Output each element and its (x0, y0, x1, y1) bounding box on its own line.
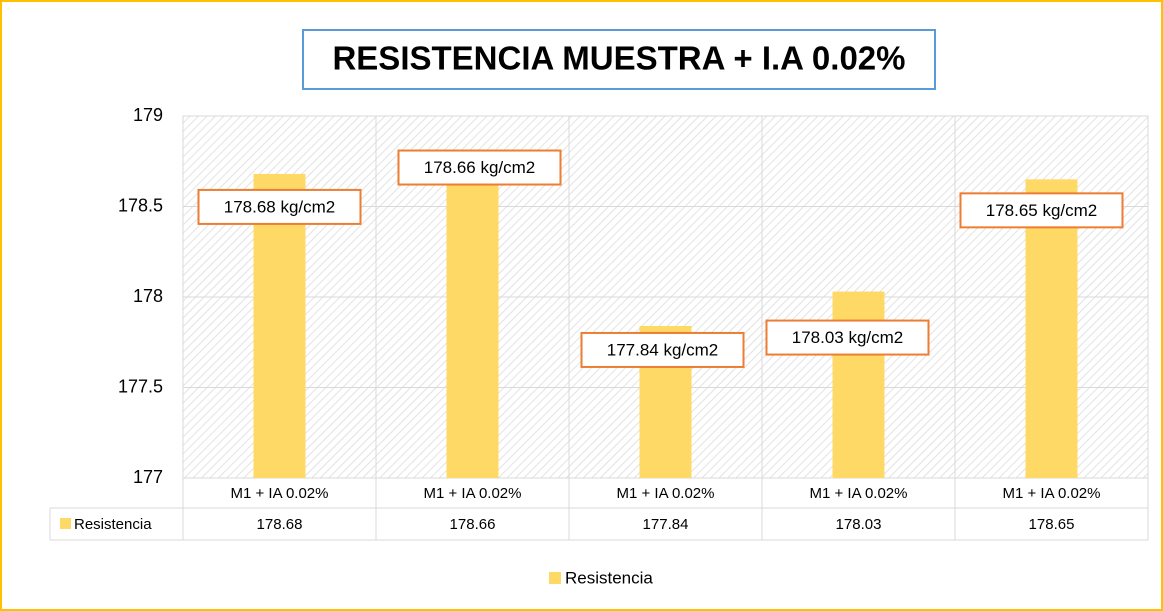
bar (832, 291, 885, 478)
table-value: 178.03 (836, 516, 882, 533)
table-value: 178.68 (257, 516, 303, 533)
legend-swatch (549, 572, 561, 584)
table-value: 177.84 (643, 516, 689, 533)
data-label: 178.66 kg/cm2 (424, 158, 536, 177)
y-tick-label: 179 (133, 105, 163, 125)
bar (446, 177, 499, 479)
title-box (302, 29, 936, 90)
legend-label: Resistencia (565, 568, 653, 587)
data-label-box (197, 188, 362, 225)
table-value: 178.65 (1029, 516, 1075, 533)
data-label-box (959, 192, 1124, 229)
y-tick-label: 178 (133, 286, 163, 306)
legend-swatch (60, 518, 71, 529)
bar (1025, 179, 1078, 478)
data-label: 178.68 kg/cm2 (224, 197, 336, 216)
table-series-name: Resistencia (74, 516, 152, 533)
x-tick-label: M1 + IA 0.02% (424, 485, 522, 502)
y-tick-label: 177.5 (118, 376, 163, 396)
x-tick-label: M1 + IA 0.02% (617, 485, 715, 502)
data-label: 178.65 kg/cm2 (986, 201, 1098, 220)
x-tick-label: M1 + IA 0.02% (1003, 485, 1101, 502)
data-label: 178.03 kg/cm2 (792, 328, 904, 347)
x-tick-label: M1 + IA 0.02% (810, 485, 908, 502)
data-label-box (397, 149, 562, 186)
chart-title: RESISTENCIA MUESTRA + I.A 0.02% (332, 40, 905, 77)
y-tick-label: 177 (133, 467, 163, 487)
y-tick-label: 178.5 (118, 195, 163, 215)
table-value: 178.66 (450, 516, 496, 533)
x-tick-label: M1 + IA 0.02% (231, 485, 329, 502)
data-label: 177.84 kg/cm2 (607, 340, 719, 359)
data-label-box (580, 331, 745, 368)
data-label-box (765, 319, 930, 356)
